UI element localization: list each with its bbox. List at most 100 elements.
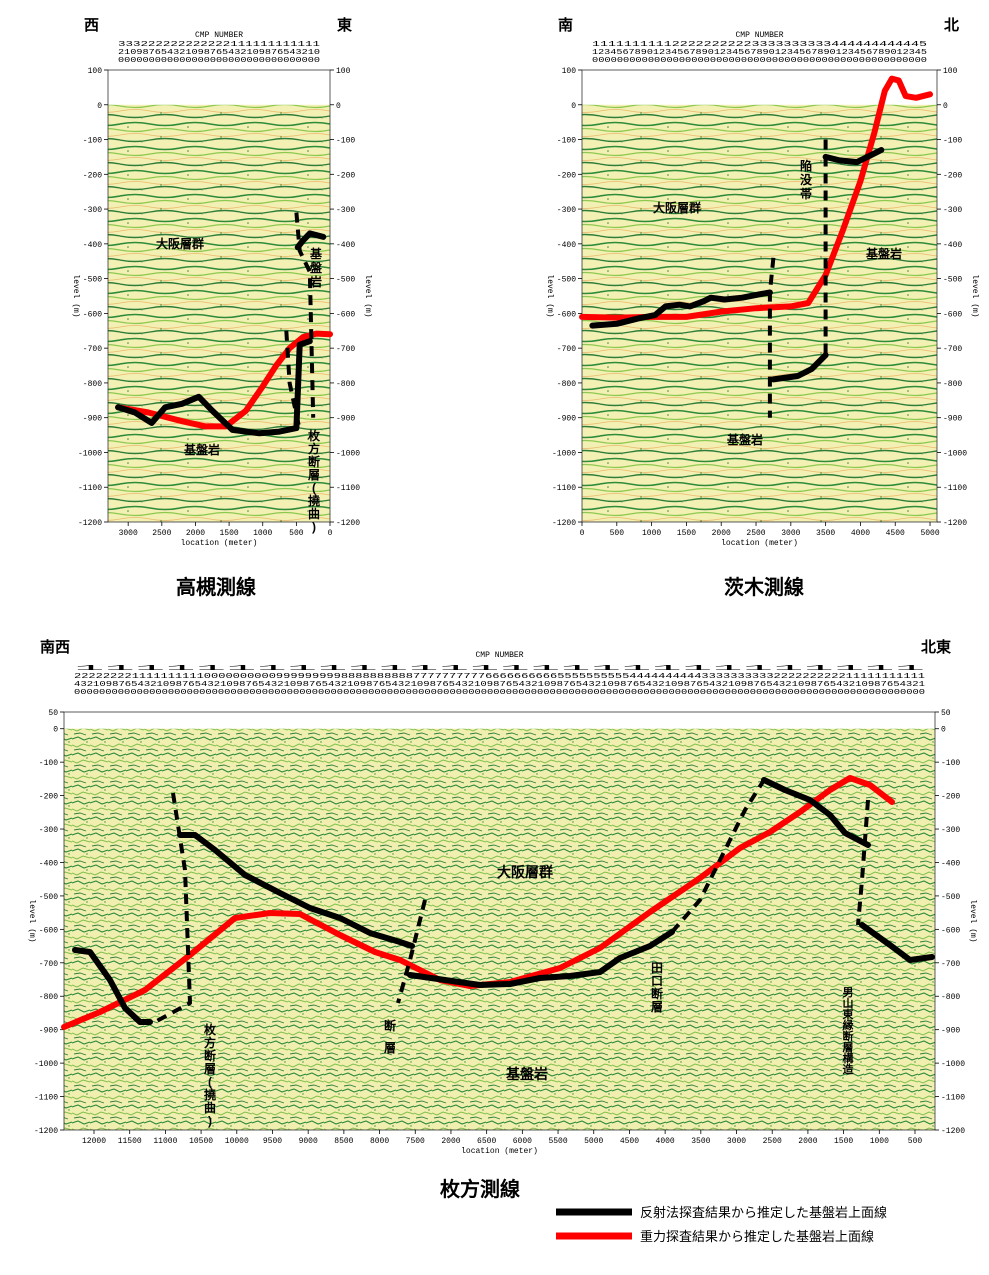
label-otokoyama-fault-char: 男	[843, 986, 854, 999]
y-tick-label-left: 100	[88, 67, 103, 76]
x-tick-label: 9000	[299, 1137, 318, 1146]
direction-right: 北東	[921, 638, 951, 656]
label-bedrock-upper: 基盤岩	[309, 246, 323, 289]
label-otokoyama-fault-char: 縁	[843, 1018, 854, 1032]
panel-title: 枚方測線	[440, 1177, 520, 1201]
y-tick-label-left: -300	[557, 206, 576, 215]
label-otokoyama-fault-char: 東	[843, 1007, 855, 1021]
y-tick-label-right: -700	[941, 960, 960, 969]
y-tick-label-right: -100	[941, 759, 960, 768]
y-tick-label-right: 0	[336, 102, 341, 111]
y-tick-label-right: -800	[941, 993, 960, 1002]
seismic-section	[108, 104, 330, 523]
label-hirakata-fault-char: (	[312, 481, 316, 495]
label-hirakata-fault-char: 撓	[308, 493, 320, 508]
legend-label-reflection: 反射法探査結果から推定した基盤岩上面線	[640, 1205, 887, 1220]
y-tick-label-left: -500	[39, 893, 58, 902]
reflection-line-lower	[407, 929, 675, 988]
label-bedrock: 基盤岩	[506, 1066, 548, 1082]
panel-title: 茨木測線	[724, 575, 804, 599]
y-tick-label-left: -200	[39, 793, 58, 802]
y-tick-label-left: 0	[53, 726, 58, 735]
label-bedrock-lower: 基盤岩	[726, 432, 763, 447]
reflection-line-right	[859, 922, 935, 963]
label-hirakata-fault-char: 撓	[204, 1087, 216, 1102]
y-tick-label-left: -1100	[78, 484, 102, 493]
y-tick-label-left: -600	[39, 926, 58, 935]
y-tick-label-right: -400	[941, 859, 960, 868]
y-tick-label-left: -700	[39, 960, 58, 969]
y-tick-label-left: -100	[39, 759, 58, 768]
plot-frame	[63, 711, 936, 1131]
label-hirakata-fault-char: 曲	[204, 1100, 216, 1115]
y-tick-label-right: -600	[336, 310, 355, 319]
label-bedrock-upper-char: 盤	[309, 260, 323, 275]
y-tick-label-left: -1200	[34, 1127, 58, 1136]
y-axis-title-right: level (m)	[968, 899, 977, 942]
label-hirakata-fault-char: 層	[308, 468, 320, 482]
fault-dashed-otokoyama	[856, 799, 870, 926]
label-bedrock-lower: 基盤岩	[183, 442, 220, 457]
x-tick-label: 1000	[253, 529, 272, 538]
reflection-line-upper	[822, 147, 885, 166]
cmp-digit-row: 1111111111111111111111111111	[74, 665, 925, 673]
y-tick-label-right: -500	[941, 893, 960, 902]
x-tick-label: 10500	[189, 1137, 213, 1146]
label-fault-char: 断	[384, 1018, 396, 1033]
label-hirakata-fault-char: (	[208, 1075, 212, 1089]
reflection-line	[115, 338, 313, 437]
label-subsidence-zone: 陥没帯	[800, 158, 813, 201]
seismic-section	[64, 728, 935, 1130]
y-tick-label-right: 100	[336, 67, 351, 76]
y-tick-label-left: -1100	[552, 484, 576, 493]
label-osaka-group: 大阪層群	[156, 236, 204, 251]
y-tick-label-right: -900	[336, 415, 355, 424]
y-tick-label-left: -900	[557, 415, 576, 424]
y-tick-label-left: -300	[39, 826, 58, 835]
y-tick-label-left: -200	[83, 171, 102, 180]
label-hirakata-fault-char: 枚	[204, 1022, 217, 1037]
y-tick-label-right: 100	[943, 67, 958, 76]
y-tick-label-left: -1000	[552, 449, 576, 458]
y-tick-label-right: -1200	[336, 519, 360, 528]
x-tick-label: 3000	[781, 529, 800, 538]
label-otokoyama-fault-char: 山	[843, 996, 854, 1010]
y-tick-label-right: 0	[941, 726, 946, 735]
y-tick-label-right: -1100	[943, 484, 967, 493]
y-tick-label-left: 0	[97, 102, 102, 111]
reflection-line-left	[72, 947, 153, 1025]
panel-takatsuki: 100 1000 0-100 -100-200 -200-300 -300-400 -400…	[71, 16, 372, 599]
y-tick-label-right: -300	[941, 826, 960, 835]
y-tick-label-right: -200	[336, 171, 355, 180]
cmp-digit-row: 0000000000000000000000000000000000000000…	[592, 57, 927, 65]
y-tick-label-right: -1100	[941, 1094, 965, 1103]
y-tick-label-right: -400	[336, 241, 355, 250]
label-hirakata-fault-char: )	[312, 520, 316, 534]
label-hirakata-fault-char: 層	[204, 1062, 216, 1076]
y-tick-label-right: -1000	[336, 449, 360, 458]
y-tick-label-right: -1200	[941, 1127, 965, 1136]
label-otokoyama-fault-char: 断	[843, 1029, 854, 1043]
label-hirakata-fault-char: 断	[308, 454, 320, 469]
y-axis-title-left: level (m)	[27, 899, 36, 942]
x-tick-label: 2000	[798, 1137, 817, 1146]
y-tick-label-left: -600	[557, 310, 576, 319]
x-tick-label: 11500	[118, 1137, 142, 1146]
y-tick-label-left: -400	[557, 241, 576, 250]
y-tick-label-right: -700	[943, 345, 962, 354]
x-tick-label: 3000	[727, 1137, 746, 1146]
y-tick-label-left: -300	[83, 206, 102, 215]
x-tick-label: 2000	[186, 529, 205, 538]
x-tick-label: 500	[289, 529, 304, 538]
x-tick-label: 4500	[886, 529, 905, 538]
x-tick-label: 7500	[406, 1137, 425, 1146]
y-tick-label-right: -300	[943, 206, 962, 215]
label-osaka-group: 大阪層群	[653, 200, 701, 215]
label-otokoyama-fault-char: 構	[843, 1051, 854, 1065]
y-tick-label-right: -1200	[943, 519, 967, 528]
label-bedrock-upper-char: 岩	[309, 274, 322, 289]
direction-right: 北	[944, 17, 959, 34]
